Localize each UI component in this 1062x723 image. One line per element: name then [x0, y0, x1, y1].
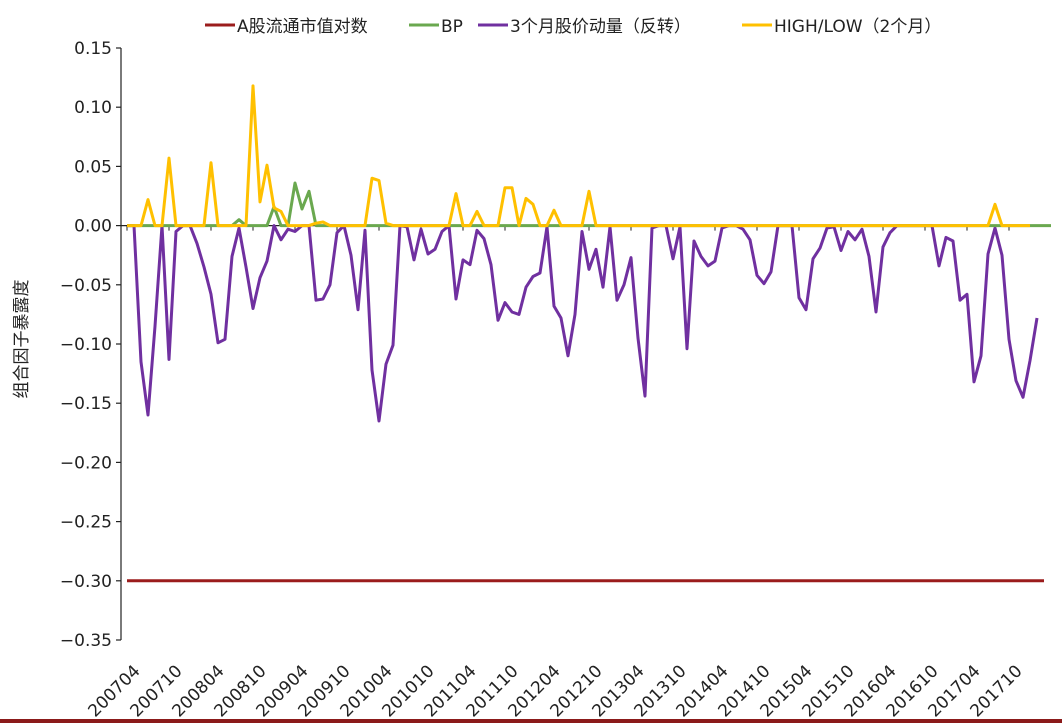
y-tick-label: −0.20	[60, 453, 112, 473]
y-tick-label: −0.25	[60, 513, 112, 533]
y-tick-label: 0.05	[74, 157, 112, 177]
legend-label-highlow: HIGH/LOW（2个月）	[774, 17, 941, 37]
y-tick-label: 0.15	[74, 39, 112, 59]
legend-label-bp: BP	[441, 17, 463, 37]
y-tick-label: −0.10	[60, 335, 112, 355]
y-tick-label: 0.00	[74, 217, 112, 237]
y-tick-label: 0.10	[74, 98, 112, 118]
series-line-momentum	[127, 224, 1039, 423]
legend-label-momentum: 3个月股价动量（反转）	[510, 17, 691, 37]
y-axis: 0.15 0.10 0.05 0.00 −0.05 −0.10 −0.15 −0.20 −0.2…	[60, 39, 122, 651]
series-line-bp	[127, 181, 1051, 228]
bottom-divider	[0, 719, 1062, 723]
legend: A股流通市值对数 BP 3个月股价动量（反转） HIGH/LOW（2个月）	[205, 17, 941, 37]
series-layer	[127, 84, 1051, 583]
series-line-highlow	[127, 84, 1030, 228]
y-axis-title: 组合因子暴露度	[12, 280, 32, 399]
legend-label-market_cap: A股流通市值对数	[237, 17, 368, 37]
y-tick-label: −0.35	[60, 631, 112, 651]
y-tick-label: −0.30	[60, 572, 112, 592]
y-tick-label: −0.05	[60, 276, 112, 296]
y-tick-label: −0.15	[60, 394, 112, 414]
